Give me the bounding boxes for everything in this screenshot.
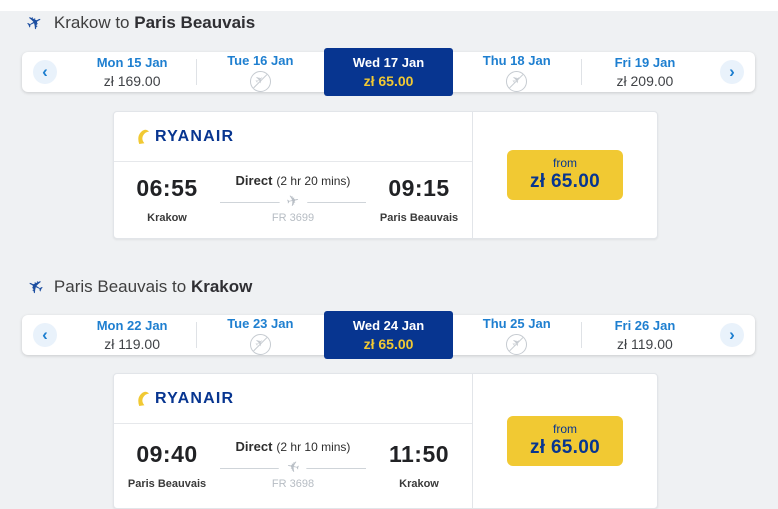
- departure-endpoint: 06:55 Krakow: [120, 175, 214, 226]
- outbound-date-carousel: ‹ Mon 15 Jan zł 169.00 Tue 16 Jan ✈ Wed …: [22, 48, 755, 96]
- inbound-tab-tue-23-jan[interactable]: Tue 23 Jan ✈: [196, 315, 324, 355]
- inbound-tab-thu-25-jan[interactable]: Thu 25 Jan ✈: [453, 315, 581, 355]
- arrival-city: Paris Beauvais: [379, 211, 459, 224]
- arrival-time: 11:50: [388, 440, 450, 467]
- departure-city: Krakow: [147, 211, 187, 224]
- arrival-endpoint: 09:15 Paris Beauvais: [372, 175, 466, 226]
- departure-city: Paris Beauvais: [127, 477, 207, 490]
- flight-number: FR 3698: [271, 477, 315, 490]
- inbound-date-carousel: ‹ Mon 22 Jan zł 119.00 Tue 23 Jan ✈ Wed …: [22, 311, 755, 359]
- outbound-flight-card: RYANAIR 06:55 Krakow Direct (2 hr 20 mins…: [113, 111, 658, 239]
- outbound-tab-tue-16-jan[interactable]: Tue 16 Jan ✈: [196, 52, 324, 92]
- outbound-price-panel: from zł 65.00: [473, 112, 657, 238]
- ryanair-harp-icon: [136, 129, 150, 145]
- airline-logo-row: RYANAIR: [114, 374, 472, 424]
- route-plane-icon: ✈: [278, 456, 308, 477]
- departure-time: 09:40: [136, 440, 198, 467]
- arrival-endpoint: 11:50 Krakow: [372, 441, 466, 492]
- top-white-strip: [0, 0, 778, 11]
- outbound-tab-fri-19-jan[interactable]: Fri 19 Jan zł 209.00: [580, 52, 709, 92]
- inbound-price-button[interactable]: from zł 65.00: [507, 416, 623, 466]
- outbound-itinerary: 06:55 Krakow Direct (2 hr 20 mins) ✈ FR 3…: [114, 162, 472, 238]
- no-flights-icon: ✈: [506, 70, 528, 92]
- inbound-itinerary: 09:40 Paris Beauvais Direct (2 hr 10 mins…: [114, 424, 472, 508]
- airline-name: RYANAIR: [155, 389, 235, 407]
- inbound-route-title: Paris Beauvais to Krakow: [53, 277, 253, 296]
- chevron-right-icon: ›: [720, 60, 745, 84]
- inbound-tab-fri-26-jan[interactable]: Fri 26 Jan zł 119.00: [580, 315, 709, 355]
- outbound-tab-mon-15-jan[interactable]: Mon 15 Jan zł 169.00: [96, 55, 168, 89]
- inbound-flight-details: RYANAIR 09:40 Paris Beauvais Direct (2 hr…: [114, 374, 473, 508]
- arrival-time: 09:15: [388, 174, 450, 201]
- airline-logo-row: RYANAIR: [114, 112, 472, 162]
- inbound-tab-wed-24-jan-selected[interactable]: Wed 24 Jan zł 65.00: [324, 311, 453, 359]
- direct-duration: Direct (2 hr 20 mins): [235, 172, 351, 188]
- route-line: ✈: [218, 456, 368, 477]
- route-plane-icon: ✈: [278, 190, 308, 211]
- ryanair-harp-icon: [136, 391, 150, 407]
- no-flights-icon: ✈: [249, 333, 271, 355]
- inbound-next-dates-button[interactable]: ›: [709, 315, 755, 355]
- route-line: ✈: [218, 190, 368, 211]
- departure-plane-icon: ✈: [23, 9, 47, 37]
- outbound-route-header: ✈ Krakow to Paris Beauvais: [23, 10, 256, 36]
- outbound-flight-details: RYANAIR 06:55 Krakow Direct (2 hr 20 mins…: [114, 112, 473, 238]
- outbound-next-dates-button[interactable]: ›: [709, 52, 755, 92]
- airline-name: RYANAIR: [155, 127, 235, 145]
- no-flights-icon: ✈: [506, 333, 528, 355]
- outbound-route-title: Krakow to Paris Beauvais: [53, 13, 256, 32]
- no-flights-icon: ✈: [249, 70, 271, 92]
- chevron-left-icon: ‹: [33, 60, 57, 84]
- return-plane-icon: ✈: [23, 273, 47, 301]
- outbound-tab-thu-18-jan[interactable]: Thu 18 Jan ✈: [453, 52, 581, 92]
- departure-time: 06:55: [136, 174, 198, 201]
- flight-number: FR 3699: [271, 211, 315, 224]
- route-middle: Direct (2 hr 20 mins) ✈ FR 3699: [214, 173, 372, 224]
- outbound-tab-wed-17-jan-selected[interactable]: Wed 17 Jan zł 65.00: [324, 48, 453, 96]
- outbound-prev-dates-button[interactable]: ‹: [22, 52, 68, 92]
- inbound-price-panel: from zł 65.00: [473, 374, 657, 508]
- inbound-tab-mon-22-jan[interactable]: Mon 22 Jan zł 119.00: [96, 318, 168, 352]
- direct-duration: Direct (2 hr 10 mins): [235, 438, 351, 454]
- departure-endpoint: 09:40 Paris Beauvais: [120, 441, 214, 492]
- chevron-left-icon: ‹: [33, 323, 57, 347]
- route-middle: Direct (2 hr 10 mins) ✈ FR 3698: [214, 439, 372, 490]
- inbound-route-header: ✈ Paris Beauvais to Krakow: [23, 274, 253, 300]
- inbound-flight-card: RYANAIR 09:40 Paris Beauvais Direct (2 hr…: [113, 373, 658, 509]
- outbound-price-button[interactable]: from zł 65.00: [507, 150, 623, 200]
- chevron-right-icon: ›: [720, 323, 745, 347]
- inbound-prev-dates-button[interactable]: ‹: [22, 315, 68, 355]
- arrival-city: Krakow: [399, 477, 439, 490]
